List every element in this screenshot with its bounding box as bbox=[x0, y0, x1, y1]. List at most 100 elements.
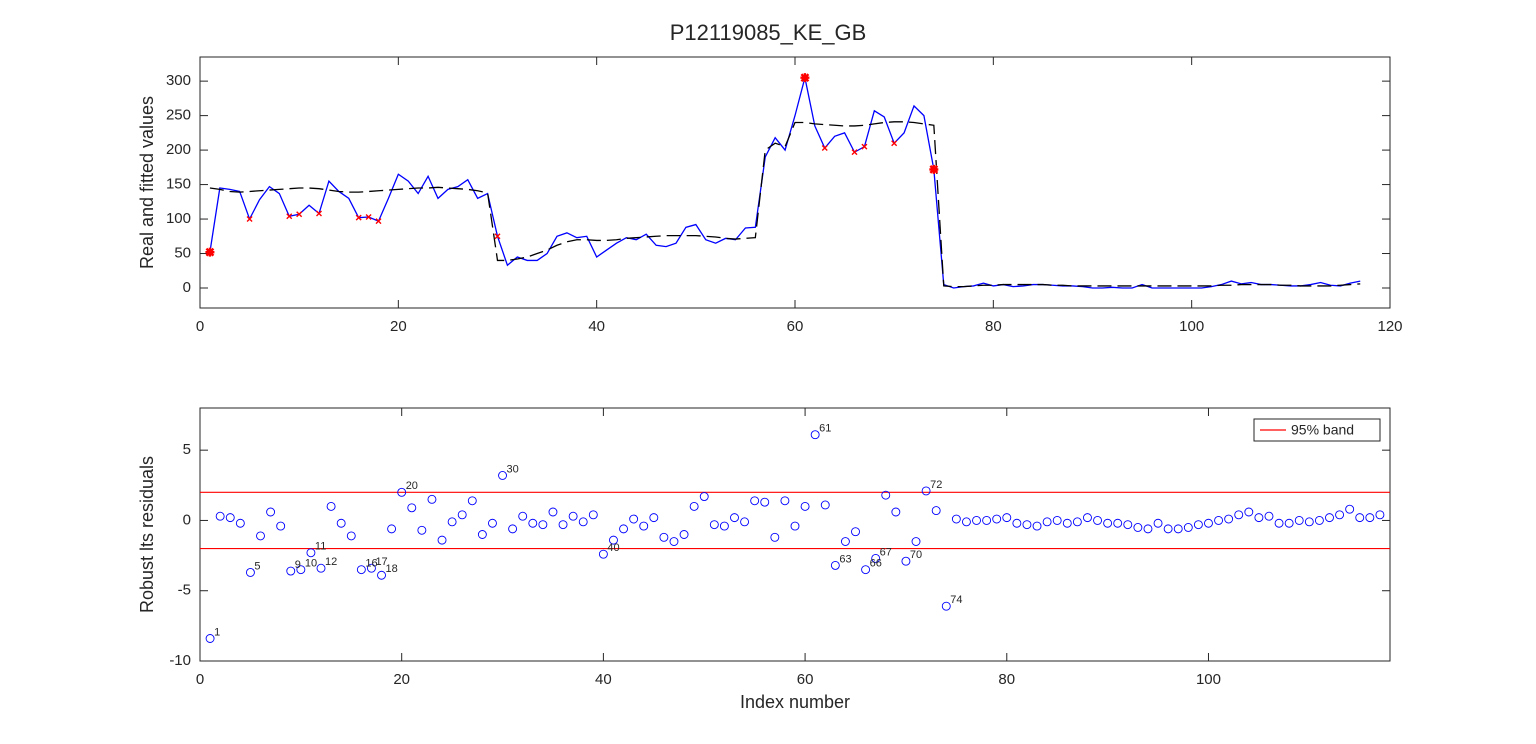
residual-point bbox=[1234, 510, 1244, 520]
residual-point bbox=[437, 535, 447, 545]
residual-point bbox=[669, 537, 679, 546]
point-label: 70 bbox=[910, 549, 922, 561]
point-label: 11 bbox=[315, 541, 326, 553]
residual-point bbox=[992, 514, 1002, 524]
residual-point bbox=[1254, 513, 1264, 523]
series-line bbox=[209, 121, 1361, 288]
residual-point bbox=[366, 563, 376, 573]
residual-point bbox=[649, 513, 659, 523]
point-label: 63 bbox=[839, 553, 851, 565]
point-label: 67 bbox=[880, 546, 892, 558]
residual-point bbox=[528, 518, 538, 528]
residual-point bbox=[508, 524, 518, 534]
y-tick-label: 250 bbox=[166, 107, 191, 124]
y-tick-label: -10 bbox=[169, 652, 191, 669]
residual-point bbox=[881, 490, 891, 500]
residual-point bbox=[931, 506, 941, 516]
residual-point bbox=[1325, 513, 1334, 523]
residual-point bbox=[1173, 524, 1183, 534]
y-tick-label: 300 bbox=[166, 72, 191, 89]
point-label: 18 bbox=[386, 563, 398, 575]
residual-point bbox=[921, 486, 931, 496]
residual-point bbox=[488, 518, 497, 528]
residual-point bbox=[689, 501, 699, 511]
outlier-marker bbox=[929, 164, 939, 174]
residual-point bbox=[851, 527, 860, 537]
y-tick-label: 0 bbox=[183, 279, 191, 296]
residual-point bbox=[1214, 515, 1224, 525]
residual-point bbox=[276, 521, 286, 531]
residual-point bbox=[1294, 515, 1304, 525]
y-tick-label: 50 bbox=[174, 244, 191, 261]
outlier-marker bbox=[800, 73, 810, 83]
point-label: 74 bbox=[950, 594, 962, 606]
residual-point bbox=[1042, 517, 1052, 527]
outlier-marker bbox=[205, 247, 215, 257]
point-label: 17 bbox=[375, 556, 387, 568]
residual-point bbox=[1365, 513, 1375, 523]
y-tick-label: 150 bbox=[166, 176, 191, 193]
residual-point bbox=[1183, 523, 1193, 532]
residual-point bbox=[326, 501, 336, 511]
outlier-marker bbox=[851, 149, 858, 156]
x-tick-label: 60 bbox=[797, 671, 814, 688]
residual-point bbox=[447, 517, 457, 527]
y-tick-label: -5 bbox=[178, 582, 191, 599]
residual-point bbox=[1153, 518, 1163, 528]
residual-point bbox=[1204, 518, 1213, 528]
residual-point bbox=[286, 566, 296, 576]
y-tick-label: 0 bbox=[183, 511, 191, 528]
x-tick-label: 0 bbox=[196, 318, 204, 335]
residual-point bbox=[336, 518, 346, 528]
legend-box bbox=[1253, 418, 1381, 442]
residual-point bbox=[377, 570, 386, 580]
residual-point bbox=[1224, 514, 1234, 524]
outlier-marker bbox=[494, 233, 501, 240]
residual-point bbox=[1083, 513, 1092, 523]
x-tick-label: 60 bbox=[787, 318, 804, 335]
residual-point bbox=[861, 565, 871, 575]
residual-point bbox=[387, 524, 397, 534]
residual-point bbox=[972, 515, 981, 525]
point-label: 61 bbox=[819, 423, 831, 435]
residual-point bbox=[598, 549, 608, 559]
residual-point bbox=[548, 507, 558, 517]
residual-point bbox=[417, 525, 427, 535]
x-tick-label: 20 bbox=[393, 671, 410, 688]
point-label: 66 bbox=[870, 558, 882, 570]
residual-point bbox=[296, 565, 306, 575]
outlier-marker bbox=[375, 218, 382, 225]
residual-point bbox=[770, 532, 780, 542]
residual-point bbox=[1052, 515, 1062, 525]
residual-point bbox=[1335, 510, 1345, 520]
point-label: 20 bbox=[406, 480, 418, 492]
residual-point bbox=[941, 601, 951, 611]
residual-point bbox=[588, 510, 598, 520]
residual-point bbox=[1345, 504, 1355, 514]
residual-point bbox=[961, 517, 971, 527]
residual-point bbox=[407, 503, 417, 513]
residual-point bbox=[800, 501, 810, 511]
outlier-marker bbox=[365, 213, 372, 220]
residual-point bbox=[1264, 511, 1274, 521]
residual-point bbox=[467, 496, 477, 506]
residual-point bbox=[951, 514, 961, 524]
residual-point bbox=[1072, 517, 1082, 527]
residual-point bbox=[901, 556, 911, 566]
point-label: 5 bbox=[254, 560, 260, 572]
residual-point bbox=[568, 511, 578, 521]
series-line bbox=[209, 77, 1361, 289]
residual-point bbox=[1284, 518, 1294, 528]
residual-point bbox=[266, 507, 276, 517]
residual-point bbox=[1062, 518, 1072, 528]
residual-point bbox=[891, 507, 901, 517]
residual-point bbox=[709, 520, 719, 530]
residual-point bbox=[719, 521, 729, 531]
outlier-marker bbox=[286, 213, 293, 220]
residual-point bbox=[1314, 515, 1324, 525]
outlier-marker bbox=[891, 140, 898, 147]
residual-point bbox=[518, 511, 528, 521]
residual-point bbox=[911, 537, 921, 546]
residual-point bbox=[1163, 524, 1173, 534]
